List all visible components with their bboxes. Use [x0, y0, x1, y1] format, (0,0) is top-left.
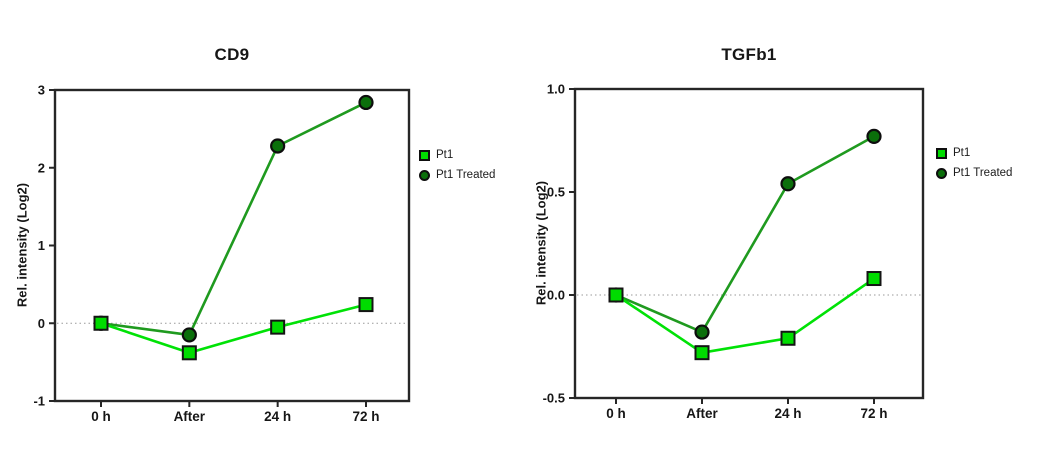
plot-area-cd9: -1 0 1 2 3 0 h After 24 h 72 h [33, 83, 411, 424]
x-tick-label: 72 h [860, 406, 887, 421]
y-tick-label: 0 [38, 316, 45, 331]
series-line-pt1-treated [100, 101, 367, 337]
data-point-pt1 [608, 287, 624, 303]
legend-label: Pt1 Treated [953, 167, 1013, 179]
x-tick-label: 72 h [352, 409, 379, 424]
legend-label: Pt1 [953, 147, 971, 159]
y-tick-label: -0.5 [543, 391, 565, 406]
x-tick-label: After [174, 409, 206, 424]
y-axis-label-cd9: Rel. intensity (Log2) [14, 182, 30, 308]
data-point-pt1 [866, 271, 882, 287]
y-tick-label: 0.5 [547, 185, 565, 200]
square-marker-icon [936, 148, 947, 159]
data-point-pt1 [358, 297, 374, 313]
legend-item-pt1-treated: Pt1 Treated [419, 168, 495, 183]
legend-item-pt1-treated: Pt1 Treated [936, 166, 1012, 181]
data-point-pt1-treated [358, 94, 374, 111]
x-tick-label: 24 h [264, 409, 291, 424]
plot-frame [573, 87, 925, 400]
data-point-pt1 [694, 345, 710, 361]
data-point-pt1 [93, 315, 109, 331]
legend-cd9: Pt1 Pt1 Treated [419, 148, 495, 183]
series-line-pt1 [100, 303, 367, 355]
data-point-pt1 [181, 345, 197, 361]
data-point-pt1-treated [694, 324, 710, 340]
chart-title-cd9: CD9 [214, 45, 250, 64]
plot-area-tgfb1: -0.5 0.0 0.5 1.0 0 h After 24 h 72 h [543, 82, 925, 421]
y-tick-label: 1.0 [547, 82, 565, 97]
legend-item-pt1: Pt1 [936, 146, 1012, 161]
y-tick-label: -1 [33, 394, 45, 409]
y-tick-label: 2 [38, 160, 45, 175]
circle-marker-icon [936, 168, 947, 179]
legend-tgfb1: Pt1 Pt1 Treated [936, 146, 1012, 181]
circle-marker-icon [419, 170, 430, 181]
chart-title-tgfb1: TGFb1 [721, 45, 777, 64]
data-point-pt1-treated [270, 138, 286, 154]
data-point-pt1-treated [780, 176, 796, 192]
series-line-pt1 [615, 277, 875, 354]
x-tick-label: After [686, 406, 718, 421]
y-tick-label: 0.0 [547, 288, 565, 303]
legend-item-pt1: Pt1 [419, 148, 495, 163]
x-tick-label: 24 h [774, 406, 801, 421]
y-axis-label-tgfb1: Rel. intensity (Log2) [533, 180, 549, 306]
data-point-pt1 [270, 319, 286, 335]
x-tick-label: 0 h [606, 406, 626, 421]
y-tick-label: 1 [38, 238, 45, 253]
square-marker-icon [419, 150, 430, 161]
data-point-pt1-treated [181, 327, 197, 343]
legend-label: Pt1 [436, 149, 454, 161]
data-point-pt1 [780, 330, 796, 346]
data-point-pt1-treated [866, 128, 882, 144]
y-tick-label: 3 [38, 83, 45, 98]
series-line-pt1-treated [615, 135, 875, 334]
legend-label: Pt1 Treated [436, 169, 496, 181]
x-tick-label: 0 h [91, 409, 111, 424]
